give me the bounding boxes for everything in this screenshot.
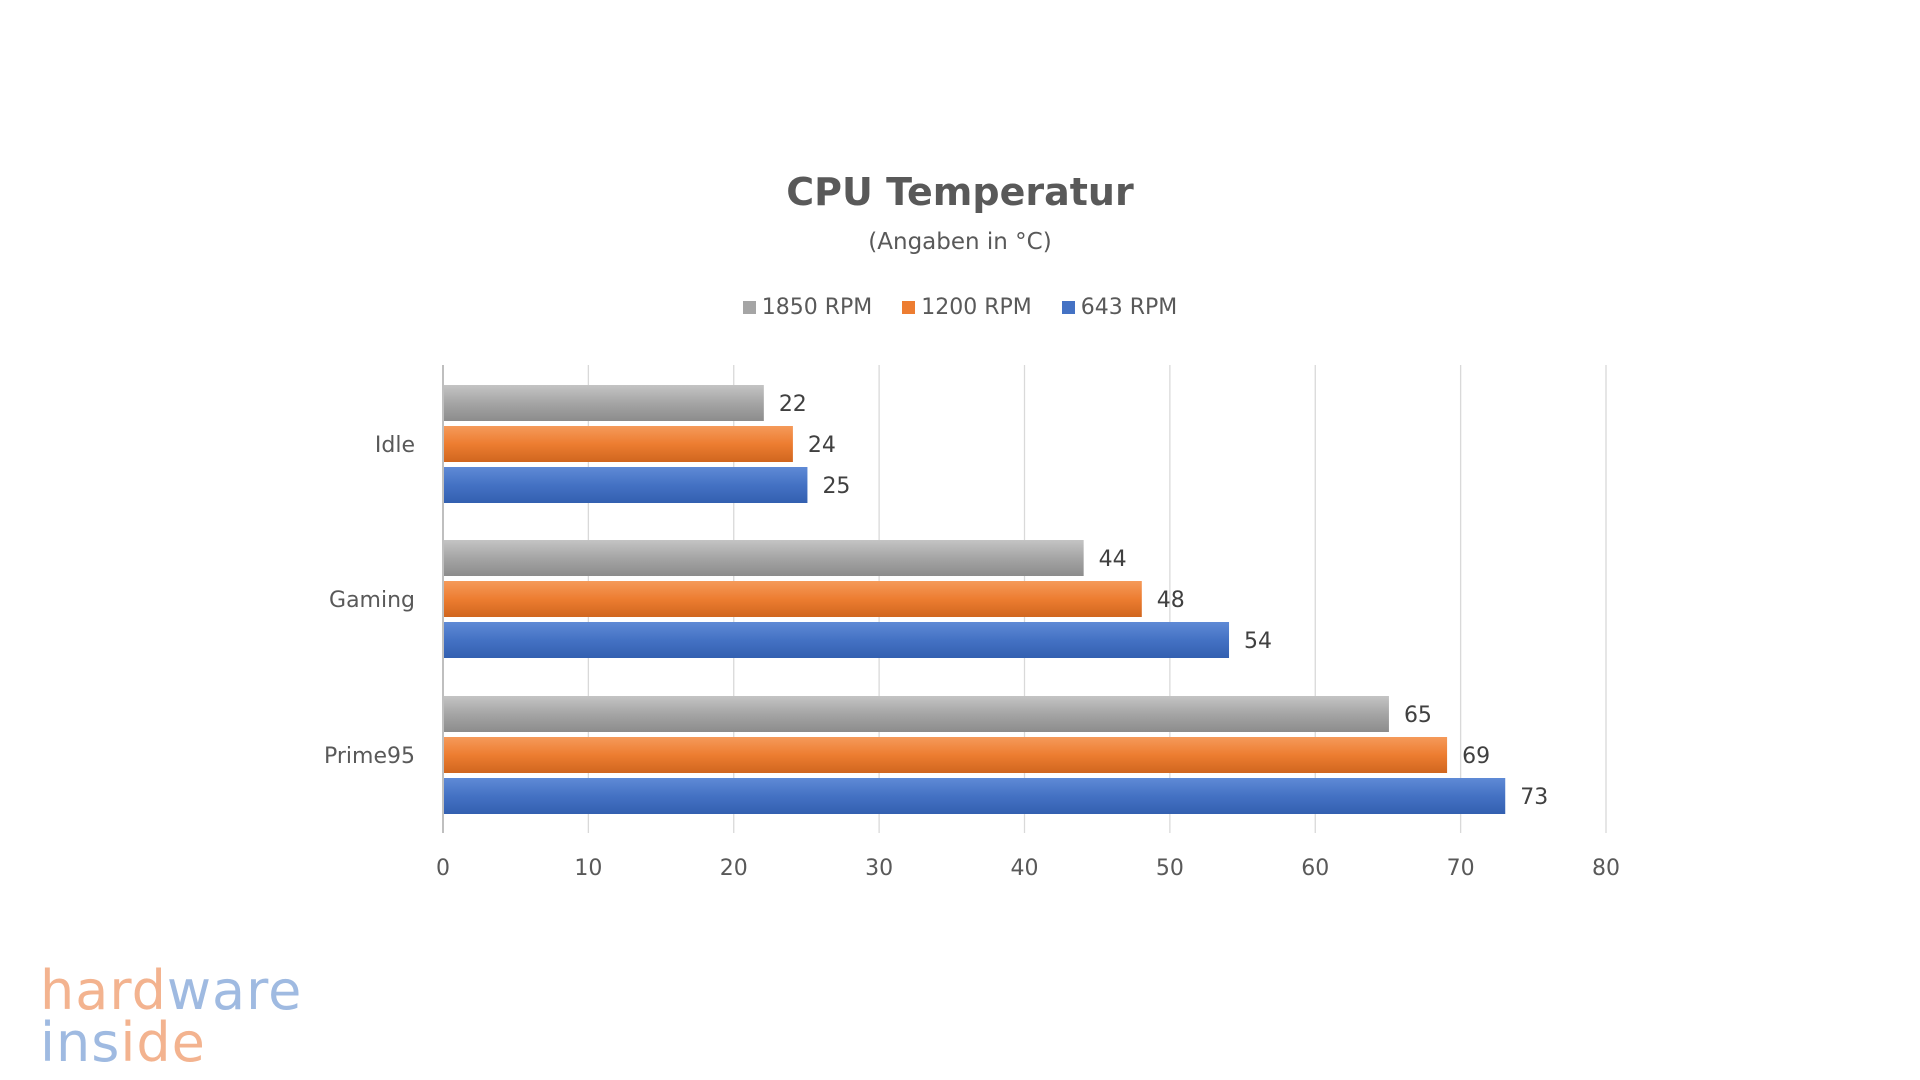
data-label: 24 — [808, 433, 836, 458]
legend-label-643: 643 RPM — [1080, 295, 1178, 320]
bar-gaming-1850-rpm — [444, 540, 1084, 576]
x-tick-label: 0 — [436, 856, 450, 881]
chart-title: CPU Temperatur — [786, 170, 1134, 214]
data-label: 44 — [1099, 547, 1127, 572]
legend-swatch-1200 — [902, 301, 916, 314]
data-label: 65 — [1404, 703, 1432, 728]
bar-prime95-643-rpm — [444, 778, 1506, 814]
legend-swatch-1850 — [742, 301, 756, 314]
bar-prime95-1200-rpm — [444, 737, 1448, 773]
category-label: Gaming — [329, 588, 415, 613]
category-label: Prime95 — [324, 744, 415, 769]
x-tick-label: 80 — [1592, 856, 1620, 881]
category-label: Idle — [375, 433, 415, 458]
data-label: 54 — [1244, 629, 1272, 654]
x-tick-label: 10 — [574, 856, 602, 881]
data-label: 69 — [1462, 744, 1490, 769]
data-label: 73 — [1520, 785, 1548, 810]
chart-legend: 1850 RPM 1200 RPM 643 RPM — [0, 295, 1920, 320]
hardwareinside-logo: hardware inside — [40, 959, 303, 1074]
bar-idle-1200-rpm — [444, 426, 793, 462]
data-label: 25 — [822, 474, 850, 499]
bar-idle-643-rpm — [444, 467, 808, 503]
x-tick-label: 20 — [720, 856, 748, 881]
bar-prime95-1850-rpm — [444, 696, 1389, 732]
legend-item-1850: 1850 RPM — [742, 295, 873, 320]
legend-item-1200: 1200 RPM — [902, 295, 1032, 320]
legend-label-1850: 1850 RPM — [761, 295, 873, 320]
x-tick-label: 70 — [1447, 856, 1475, 881]
x-tick-label: 40 — [1011, 856, 1039, 881]
data-label: 48 — [1157, 588, 1185, 613]
data-label: 22 — [779, 392, 807, 417]
legend-label-1200: 1200 RPM — [921, 295, 1032, 320]
bar-idle-1850-rpm — [444, 385, 764, 421]
bar-gaming-643-rpm — [444, 622, 1230, 658]
legend-swatch-643 — [1061, 301, 1075, 314]
chart-subtitle: (Angaben in °C) — [868, 229, 1052, 255]
bar-gaming-1200-rpm — [444, 581, 1142, 617]
x-tick-label: 50 — [1156, 856, 1184, 881]
x-tick-label: 30 — [865, 856, 893, 881]
legend-item-643: 643 RPM — [1061, 295, 1178, 320]
x-tick-label: 60 — [1301, 856, 1329, 881]
